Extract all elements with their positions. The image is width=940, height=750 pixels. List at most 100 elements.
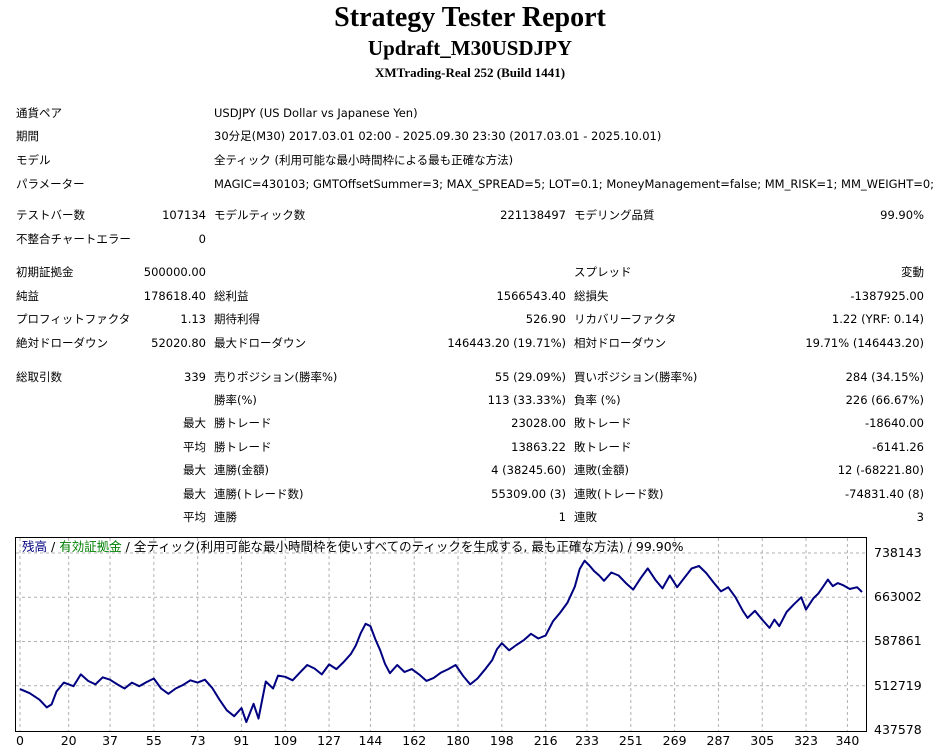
max-consec-losses-label: 連敗(金額) <box>574 463 629 477</box>
report-title: Strategy Tester Report <box>334 2 606 33</box>
spread-label: スプレッド <box>574 265 632 279</box>
largest-prefix: 最大 <box>183 416 206 430</box>
balance-line <box>19 559 863 724</box>
max-drawdown-value: 146443.20 (19.71%) <box>447 336 566 350</box>
loss-rate-value: 226 (66.67%) <box>845 393 924 407</box>
avg-win-value: 13863.22 <box>511 440 566 454</box>
long-positions-value: 284 (34.15%) <box>845 370 924 384</box>
x-tick-label: 109 <box>273 733 298 748</box>
model-value: 全ティック (利用可能な最小時間枠による最も正確な方法) <box>214 153 514 167</box>
avg-consec-losses-value: 3 <box>916 510 924 524</box>
gross-profit-value: 1566543.40 <box>496 289 566 303</box>
net-label: 純益 <box>16 289 39 303</box>
expected-payoff-value: 526.90 <box>525 312 566 326</box>
avg-win-label: 勝トレード <box>214 440 272 454</box>
profit-factor-label: プロフィットファクタ <box>16 312 131 326</box>
short-positions-value: 55 (29.09%) <box>494 370 566 384</box>
avg-consec-prefix: 平均 <box>183 510 206 524</box>
legend-separator: / <box>121 539 134 554</box>
period-value: 30分足(M30) 2017.03.01 02:00 - 2025.09.30 … <box>214 129 662 143</box>
spread-value: 変動 <box>901 265 924 279</box>
x-tick-label: 323 <box>794 733 818 748</box>
max-consec-wins-label: 連勝(金額) <box>214 463 269 477</box>
parameters-label: パラメーター <box>16 177 85 191</box>
rel-drawdown-label: 相対ドローダウン <box>574 336 666 350</box>
x-tick-label: 73 <box>189 733 206 748</box>
legend-model: 全ティック(利用可能な最小時間枠を使いすべてのティックを生成する, 最も正確な方… <box>133 539 684 554</box>
max-consec-count-prefix: 最大 <box>183 487 206 501</box>
avg-consec-wins-label: 連勝 <box>214 510 237 524</box>
y-tick-label: 738143 <box>874 545 922 560</box>
legend-equity: 有効証拠金 <box>59 539 122 554</box>
abs-drawdown-label: 絶対ドローダウン <box>16 336 108 350</box>
avg-loss-value: -6141.26 <box>872 440 924 454</box>
ticks-label: モデルティック数 <box>214 208 306 222</box>
recovery-factor-label: リカバリーファクタ <box>574 312 677 326</box>
y-tick-label: 437578 <box>874 722 922 737</box>
x-tick-label: 55 <box>145 733 162 748</box>
x-tick-label: 340 <box>835 733 860 748</box>
mismatch-label: 不整合チャートエラー <box>16 232 131 246</box>
report-server: XMTrading-Real 252 (Build 1441) <box>374 65 566 80</box>
avg-consec-losses-label: 連敗 <box>574 510 597 524</box>
x-tick-label: 162 <box>402 733 427 748</box>
rel-drawdown-value: 19.71% (146443.20) <box>805 336 924 350</box>
parameters-value: MAGIC=430103; GMTOffsetSummer=3; MAX_SPR… <box>214 177 935 191</box>
x-tick-label: 287 <box>706 733 731 748</box>
quality-label: モデリング品質 <box>574 208 655 222</box>
balance-chart <box>15 537 867 732</box>
x-tick-label: 198 <box>489 733 514 748</box>
max-consec-loss-amount-label: 連敗(トレード数) <box>574 487 664 501</box>
abs-drawdown-value: 52020.80 <box>151 336 206 350</box>
short-positions-label: 売りポジション(勝率%) <box>214 370 338 384</box>
report-subtitle: Updraft_M30USDJPY <box>367 36 573 60</box>
quality-value: 99.90% <box>880 208 924 222</box>
bars-value: 107134 <box>162 208 206 222</box>
x-tick-label: 0 <box>16 733 24 748</box>
gross-loss-value: -1387925.00 <box>850 289 924 303</box>
y-tick-label: 587861 <box>874 633 922 649</box>
x-tick-label: 144 <box>358 733 383 748</box>
largest-win-value: 23028.00 <box>511 416 566 430</box>
x-tick-label: 251 <box>618 733 643 748</box>
largest-loss-value: -18640.00 <box>864 416 924 430</box>
legend-separator: / <box>47 539 60 554</box>
mismatch-value: 0 <box>198 232 206 246</box>
gross-loss-label: 総損失 <box>574 289 609 303</box>
max-consec-loss-amount-value: -74831.40 (8) <box>845 487 924 501</box>
x-tick-label: 20 <box>60 733 77 748</box>
average-prefix: 平均 <box>183 440 206 454</box>
win-rate-label: 勝率(%) <box>214 393 257 407</box>
x-tick-label: 37 <box>102 733 118 748</box>
y-tick-label: 512719 <box>874 677 922 693</box>
max-consec-prefix: 最大 <box>183 463 206 477</box>
x-tick-label: 180 <box>446 733 470 748</box>
total-trades-label: 総取引数 <box>16 370 62 384</box>
profit-factor-value: 1.13 <box>180 312 206 326</box>
long-positions-label: 買いポジション(勝率%) <box>574 370 698 384</box>
largest-win-label: 勝トレード <box>214 416 272 430</box>
x-tick-label: 305 <box>750 733 775 748</box>
x-tick-label: 91 <box>233 733 250 748</box>
max-consec-wins-value: 4 (38245.60) <box>491 463 566 477</box>
period-label: 期間 <box>16 129 39 143</box>
bars-label: テストバー数 <box>16 208 85 222</box>
win-rate-value: 113 (33.33%) <box>487 393 566 407</box>
gross-profit-label: 総利益 <box>214 289 249 303</box>
max-consec-losses-value: 12 (-68221.80) <box>837 463 924 477</box>
expected-payoff-label: 期待利得 <box>214 312 260 326</box>
total-trades-value: 339 <box>184 370 206 384</box>
net-value: 178618.40 <box>143 289 206 303</box>
model-label: モデル <box>16 153 51 167</box>
max-consec-profit-value: 55309.00 (3) <box>491 487 566 501</box>
x-tick-label: 269 <box>662 733 687 748</box>
y-tick-label: 663002 <box>874 589 922 605</box>
largest-loss-label: 敗トレード <box>574 416 632 430</box>
ticks-value: 221138497 <box>500 208 566 222</box>
chart-legend: 残高 / 有効証拠金 / 全ティック(利用可能な最小時間枠を使いすべてのティック… <box>22 539 684 555</box>
x-tick-label: 233 <box>575 733 599 748</box>
legend-balance: 残高 <box>22 539 48 554</box>
recovery-factor-value: 1.22 (YRF: 0.14) <box>831 312 924 326</box>
balance-chart-svg <box>16 538 866 731</box>
loss-rate-label: 負率 (%) <box>574 393 621 407</box>
